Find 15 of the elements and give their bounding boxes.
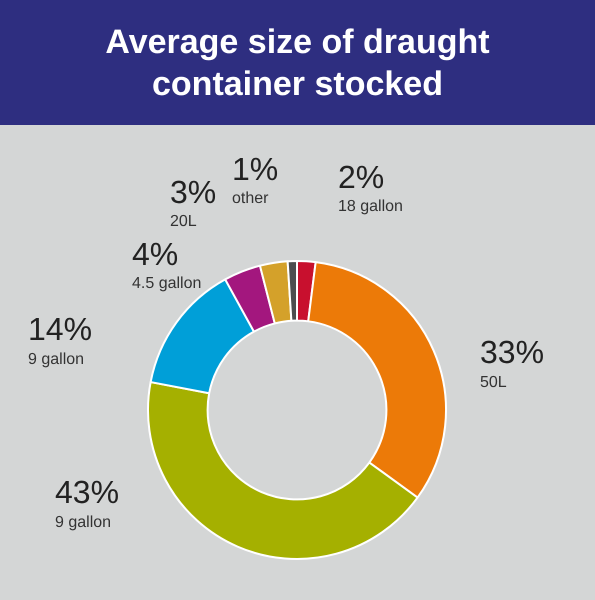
slice-label: 18 gallon (338, 198, 403, 215)
data-label: 14% (28, 311, 92, 347)
data-label: 1% (232, 151, 278, 187)
slice-label: 9 gallon (28, 351, 84, 368)
data-label: 33% (480, 334, 544, 370)
data-label: 2% (338, 159, 384, 195)
data-label: 43% (55, 474, 120, 510)
slice-label: other (232, 190, 270, 207)
chart-title: Average size of draught container stocked (104, 22, 491, 104)
slice-label: 20L (170, 213, 197, 230)
slice-label: 9 gallon (55, 514, 112, 531)
slice-label: 4.5 gallon (132, 275, 202, 292)
slice-label: 50L (480, 374, 507, 391)
data-label: 4% (132, 236, 178, 272)
data-label: 3% (170, 174, 216, 210)
